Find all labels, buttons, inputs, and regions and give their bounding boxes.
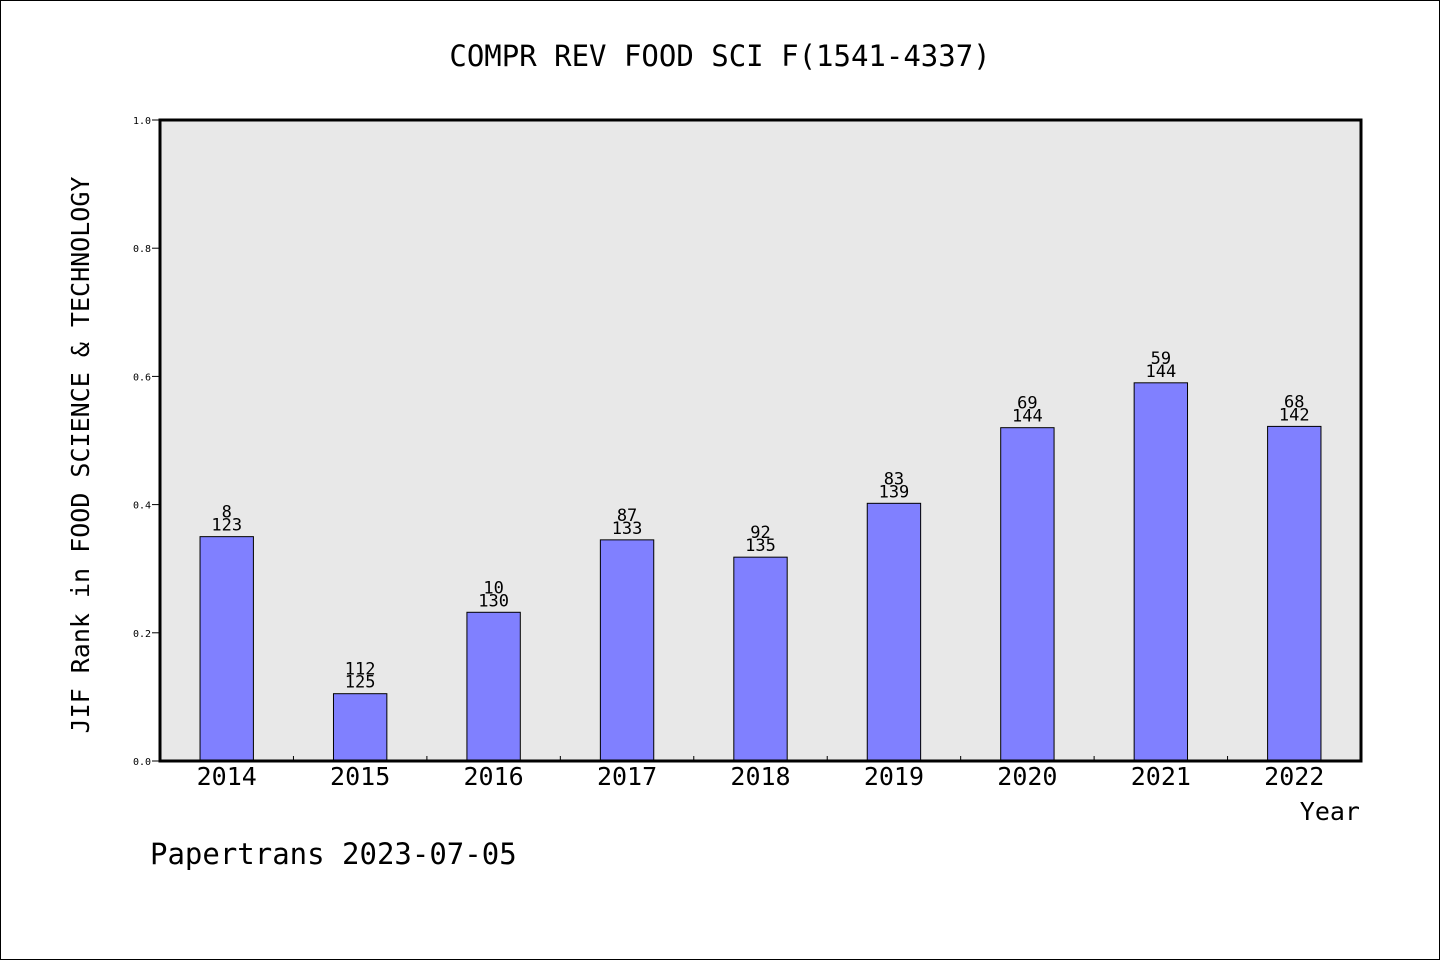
total-label: 144 bbox=[1012, 407, 1043, 427]
rank-label: 59 bbox=[1151, 349, 1171, 369]
bar-2014 bbox=[199, 536, 254, 762]
rank-label: 92 bbox=[750, 523, 770, 543]
bar-2018 bbox=[733, 556, 788, 762]
x-tick-label: 2016 bbox=[464, 762, 524, 791]
x-tick-label: 2017 bbox=[597, 762, 657, 791]
bar-2019 bbox=[866, 502, 922, 762]
rank-label: 68 bbox=[1284, 392, 1304, 412]
x-axis: 2014 2015 2016 2017 2018 2019 2020 2021 2022 bbox=[197, 756, 1324, 791]
y-tick-label: 0.0 bbox=[133, 757, 151, 768]
rank-label: 10 bbox=[483, 578, 503, 598]
total-label: 135 bbox=[745, 536, 776, 556]
y-tick-label: 0.4 bbox=[133, 501, 151, 512]
total-label: 144 bbox=[1145, 362, 1176, 382]
rank-label: 69 bbox=[1017, 394, 1037, 414]
y-tick-label: 0.6 bbox=[133, 372, 151, 383]
y-tick-label: 0.2 bbox=[133, 629, 151, 640]
total-label: 139 bbox=[879, 482, 910, 502]
x-tick-label: 2014 bbox=[197, 762, 257, 791]
total-label: 142 bbox=[1279, 405, 1310, 425]
total-label: 125 bbox=[345, 673, 376, 693]
rank-label: 8 bbox=[222, 503, 232, 523]
total-label: 123 bbox=[211, 516, 242, 536]
rank-label: 112 bbox=[345, 660, 376, 680]
y-tick-label: 0.8 bbox=[133, 244, 151, 255]
x-axis-label: Year bbox=[1300, 797, 1360, 826]
rank-label: 83 bbox=[884, 469, 904, 489]
rank-label: 87 bbox=[617, 506, 637, 526]
bar-2021 bbox=[1133, 382, 1189, 762]
bar-2015 bbox=[332, 693, 388, 762]
y-axis: 0.0 0.2 0.4 0.6 0.8 1.0 bbox=[133, 116, 160, 768]
x-tick-label: 2018 bbox=[730, 762, 790, 791]
bar-2017 bbox=[599, 539, 655, 762]
footer-credit: Papertrans 2023-07-05 bbox=[150, 837, 517, 871]
bar-2016 bbox=[466, 611, 521, 762]
plot-border bbox=[158, 118, 1363, 763]
bar-2022 bbox=[1267, 425, 1322, 762]
x-tick-label: 2022 bbox=[1264, 762, 1324, 791]
total-label: 133 bbox=[612, 519, 643, 539]
y-axis-label: JIF Rank in FOOD SCIENCE & TECHNOLOGY bbox=[66, 177, 95, 734]
chart-title: COMPR REV FOOD SCI F(1541-4337) bbox=[449, 39, 990, 73]
x-tick-label: 2019 bbox=[864, 762, 924, 791]
y-tick-label: 1.0 bbox=[133, 116, 151, 127]
x-tick-label: 2021 bbox=[1131, 762, 1191, 791]
x-tick-label: 2015 bbox=[330, 762, 390, 791]
x-tick-label: 2020 bbox=[997, 762, 1057, 791]
total-label: 130 bbox=[478, 591, 509, 611]
bar-2020 bbox=[1000, 427, 1055, 762]
